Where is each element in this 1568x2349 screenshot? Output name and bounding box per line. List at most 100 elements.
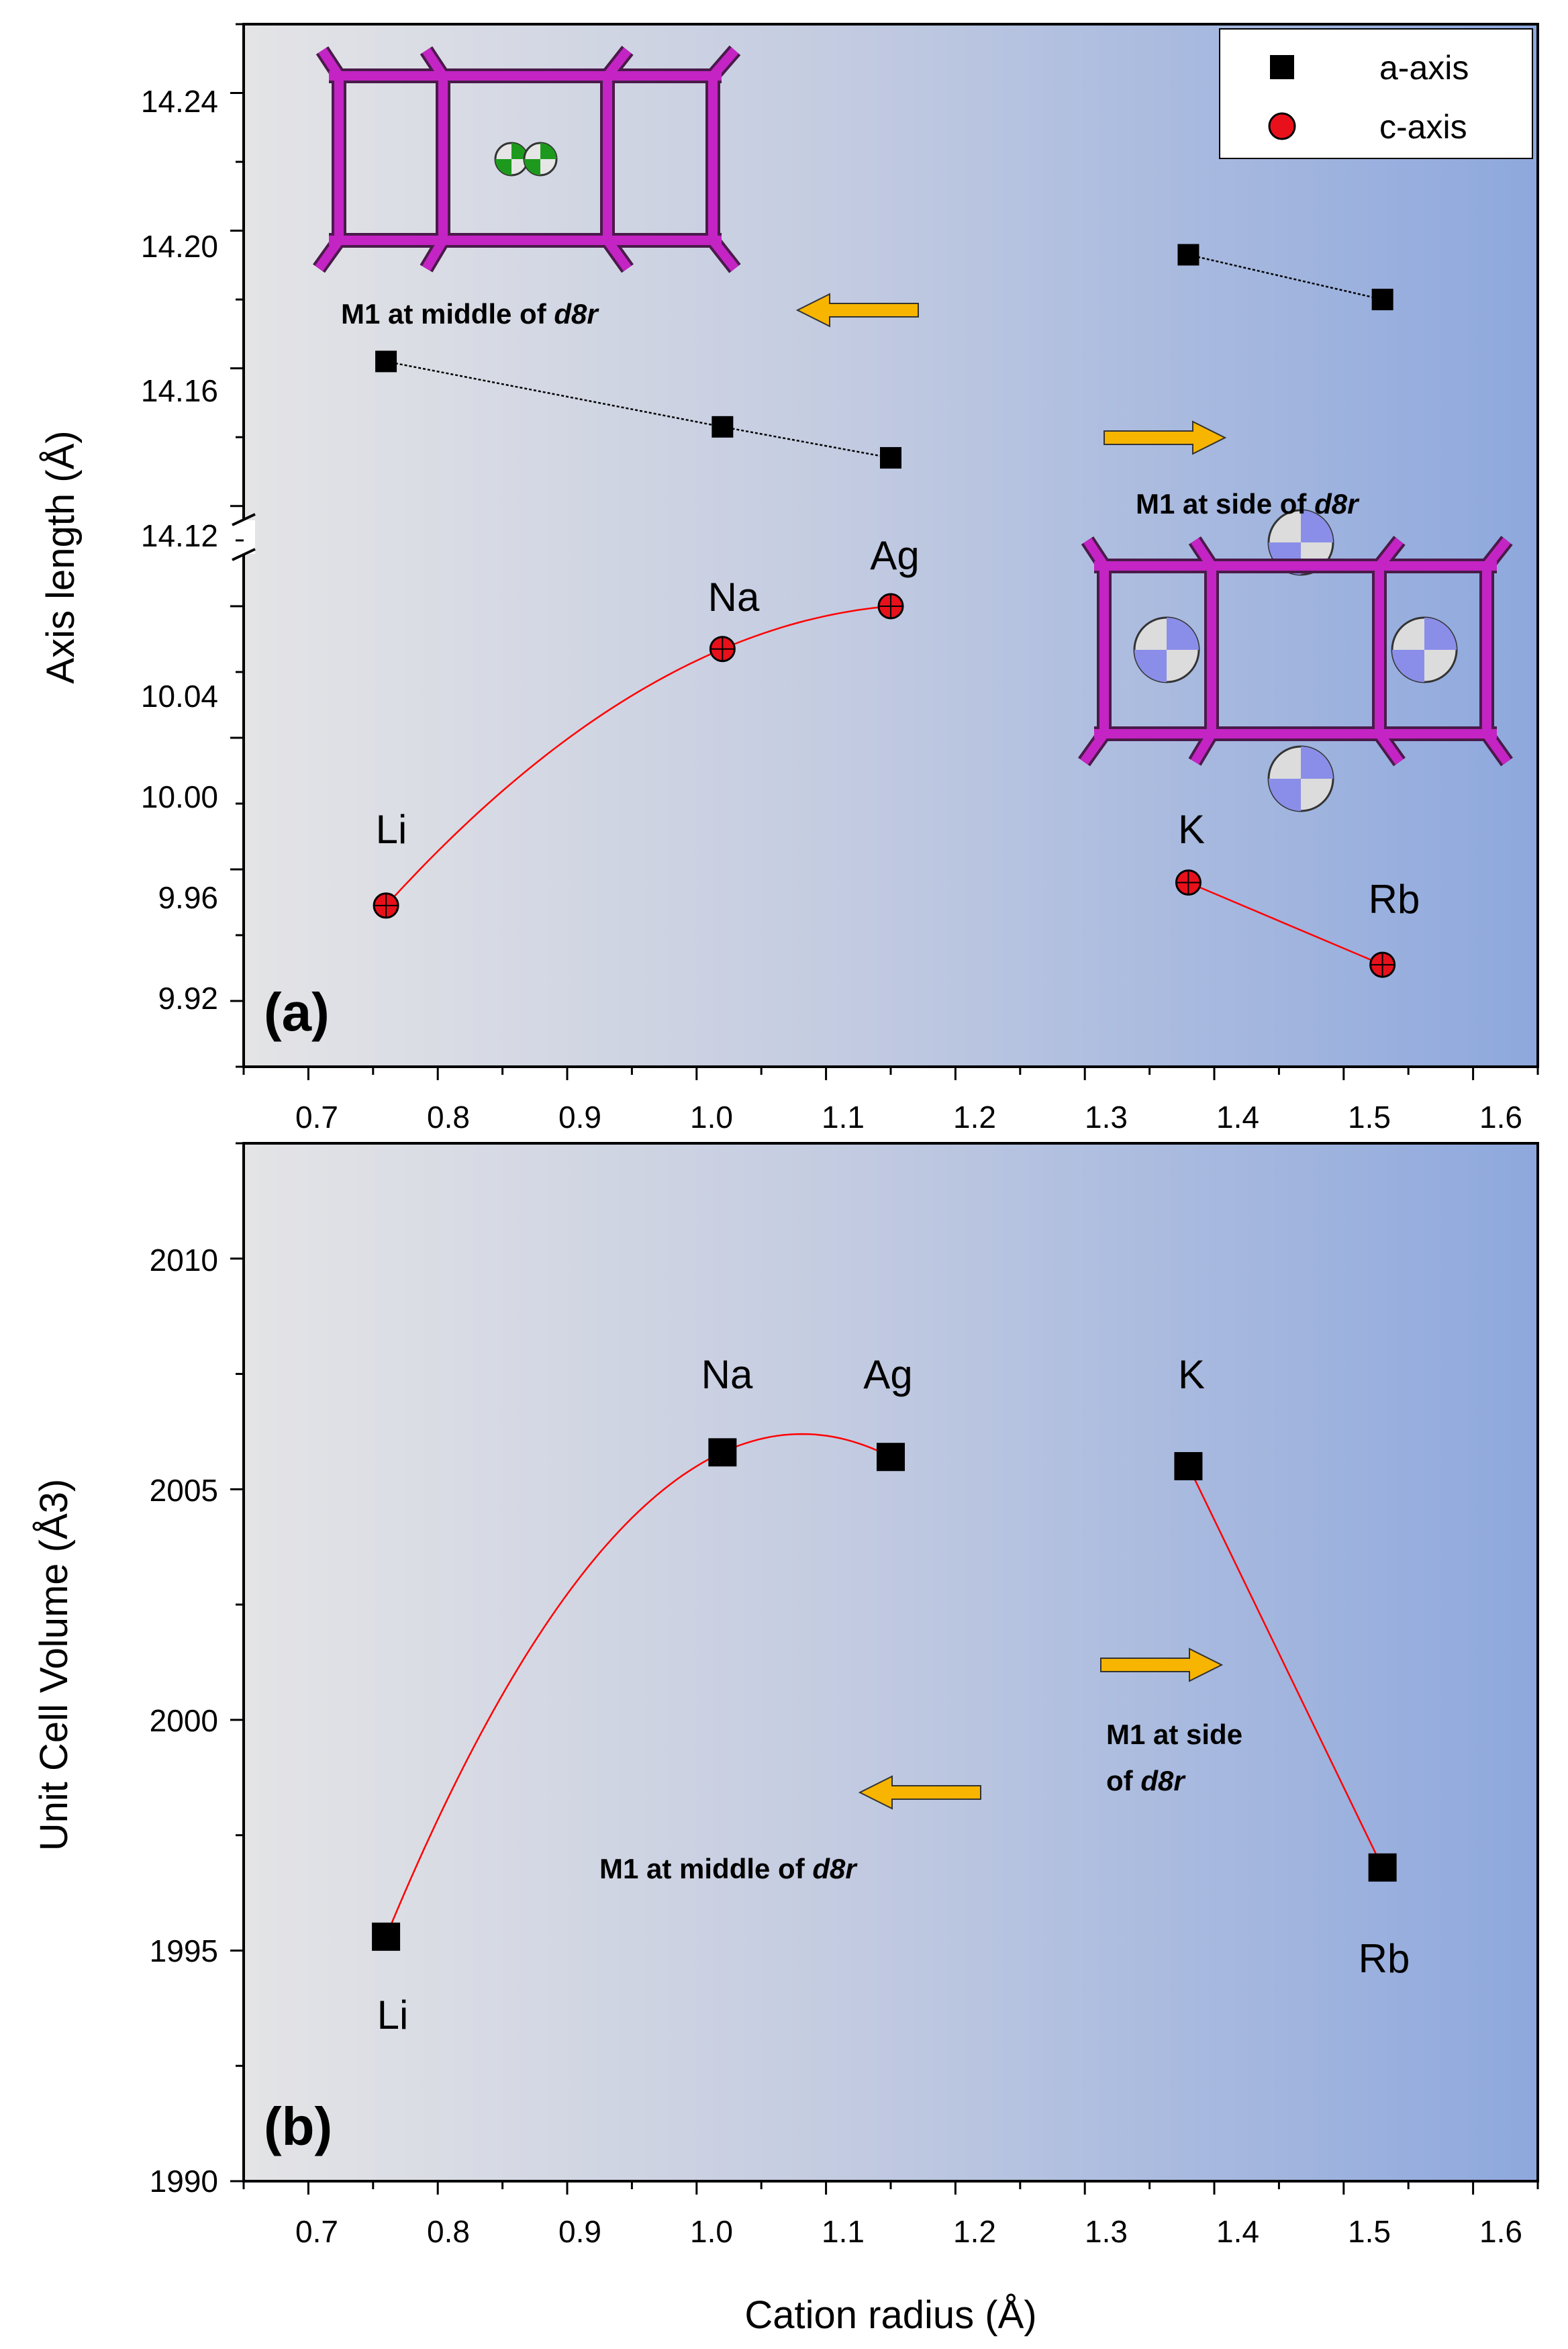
arrow-left-icon-b — [858, 1775, 981, 1810]
y-tick-label-b-2: 2000 — [150, 1703, 218, 1738]
label-ag-a: Ag — [870, 533, 919, 578]
annotation-middle-a-prefix: M1 at middle of — [341, 298, 554, 330]
c-axis-point-ag — [877, 593, 904, 620]
annotation-side-b-line2-prefix: of — [1106, 1765, 1140, 1796]
volume-line-right — [1187, 1466, 1383, 1868]
y-tick-label-b-3: 2005 — [150, 1473, 218, 1508]
label-ag-b: Ag — [863, 1352, 912, 1397]
c-axis-point-na — [709, 636, 736, 663]
a-axis-point-li — [375, 350, 397, 373]
annotation-side-a: M1 at side of d8r — [1136, 488, 1360, 520]
label-rb-a: Rb — [1369, 877, 1420, 922]
panel-label-b: (b) — [264, 2097, 332, 2156]
label-na-a: Na — [708, 575, 760, 620]
axis-break-mark — [232, 513, 256, 561]
x-tick-labels-b: 0.7 0.8 0.9 1.0 1.1 1.2 1.3 1.4 1.5 1.6 — [295, 2214, 1522, 2249]
a-axis-point-ag — [880, 446, 901, 469]
x-tick-label-a-4: 1.1 — [822, 1100, 865, 1135]
arrow-right-icon-a — [1104, 420, 1227, 455]
y-tick-labels-b: 1990 1995 2000 2005 2010 — [150, 1243, 218, 2199]
label-k-b: K — [1178, 1352, 1205, 1397]
c-axis-point-rb — [1369, 951, 1396, 978]
legend-box — [1219, 28, 1533, 159]
y-axis-label-a: Axis length (Å) — [39, 430, 83, 683]
x-tick-label-b-6: 1.3 — [1085, 2214, 1128, 2249]
framework-middle-illustration — [313, 45, 741, 273]
y-tick-label-a-upper-0: 14.12 — [141, 518, 218, 553]
blue-cation-icon-bottom — [1267, 745, 1334, 812]
panel-b-background — [244, 1143, 1538, 2181]
x-tick-label-b-9: 1.6 — [1479, 2214, 1522, 2249]
y-axis-label-b: Unit Cell Volume (Å3) — [32, 1479, 76, 1851]
annotation-middle-b: M1 at middle of d8r — [599, 1853, 858, 1884]
x-tick-label-a-3: 1.0 — [690, 1100, 733, 1135]
y-tick-label-a-lower-1: 9.96 — [158, 880, 218, 915]
panel-a: Li Na Ag K Rb M1 at middle of d8r M1 at … — [39, 23, 1539, 1135]
annotation-side-b-line1: M1 at side — [1106, 1719, 1242, 1750]
x-axis-label: Cation radius (Å) — [744, 2293, 1036, 2337]
panel-label-a: (a) — [264, 982, 330, 1042]
annotation-middle-a-ring: d8r — [554, 298, 599, 330]
y-tick-label-a-upper-3: 14.24 — [141, 84, 218, 119]
legend-c-axis-marker — [1268, 112, 1296, 140]
x-tick-label-a-6: 1.3 — [1085, 1100, 1128, 1135]
volume-point-na — [708, 1438, 737, 1467]
y-tick-label-a-lower-0: 9.92 — [158, 981, 218, 1016]
x-tick-labels-a: 0.7 0.8 0.9 1.0 1.1 1.2 1.3 1.4 1.5 1.6 — [295, 1100, 1522, 1135]
volume-point-li — [372, 1922, 401, 1951]
x-tick-label-b-4: 1.1 — [822, 2214, 865, 2249]
green-cation-icon — [494, 142, 558, 177]
y-tick-label-b-1: 1995 — [150, 1933, 218, 1968]
x-tick-label-a-7: 1.4 — [1216, 1100, 1259, 1135]
legend-c-axis-label: c-axis — [1379, 108, 1467, 146]
c-axis-curve-left — [385, 605, 891, 906]
blue-cation-icon-left — [1133, 616, 1200, 683]
x-tick-label-b-1: 0.8 — [427, 2214, 470, 2249]
y-tick-label-a-upper-2: 14.20 — [141, 229, 218, 264]
annotation-side-b-line2: of d8r — [1106, 1765, 1186, 1796]
framework-side-illustration — [1078, 509, 1513, 812]
x-tick-label-b-3: 1.0 — [690, 2214, 733, 2249]
annotation-middle-a: M1 at middle of d8r — [341, 298, 599, 330]
x-tick-label-a-5: 1.2 — [953, 1100, 996, 1135]
panel-b-ticks — [230, 1142, 1539, 2195]
x-tick-label-a-0: 0.7 — [295, 1100, 338, 1135]
volume-curve-left — [385, 1433, 891, 1937]
c-axis-point-li — [373, 892, 399, 919]
panel-a-ticks — [230, 23, 1539, 1080]
a-axis-point-rb — [1371, 289, 1393, 311]
a-axis-line-left — [385, 361, 891, 459]
x-tick-label-b-8: 1.5 — [1348, 2214, 1391, 2249]
annotation-side-a-ring: d8r — [1314, 488, 1360, 520]
label-k-a: K — [1178, 807, 1205, 852]
y-tick-label-b-0: 1990 — [150, 2164, 218, 2199]
panel-b: Li Na Ag K Rb M1 at middle of d8r M1 at … — [32, 1142, 1539, 2337]
volume-point-k — [1174, 1451, 1203, 1480]
y-tick-label-a-upper-1: 14.16 — [141, 373, 218, 408]
a-axis-line-right — [1188, 254, 1383, 301]
legend-a-axis-label: a-axis — [1379, 49, 1469, 87]
x-tick-label-a-9: 1.6 — [1479, 1100, 1522, 1135]
label-rb-b: Rb — [1359, 1936, 1410, 1981]
label-li-a: Li — [376, 807, 407, 852]
volume-point-rb — [1368, 1853, 1397, 1882]
label-na-b: Na — [701, 1352, 753, 1397]
x-tick-label-b-5: 1.2 — [953, 2214, 996, 2249]
a-axis-point-na — [712, 416, 734, 438]
a-axis-point-k — [1177, 244, 1199, 266]
annotation-side-a-prefix: M1 at side of — [1136, 488, 1314, 520]
x-tick-label-b-7: 1.4 — [1216, 2214, 1259, 2249]
annotation-side-b-ring: d8r — [1140, 1765, 1186, 1796]
blue-cation-icon-right — [1391, 616, 1458, 683]
legend: a-axis c-axis — [1219, 28, 1533, 159]
y-tick-label-b-4: 2010 — [150, 1243, 218, 1278]
label-li-b: Li — [377, 1993, 409, 2038]
y-tick-label-a-lower-2: 10.00 — [141, 779, 218, 814]
c-axis-point-k — [1175, 869, 1202, 896]
x-tick-label-b-0: 0.7 — [295, 2214, 338, 2249]
x-tick-label-a-2: 0.9 — [558, 1100, 601, 1135]
y-tick-label-a-lower-3: 10.04 — [141, 679, 218, 714]
arrow-left-icon-a — [795, 293, 919, 328]
legend-a-axis-marker — [1270, 55, 1294, 79]
